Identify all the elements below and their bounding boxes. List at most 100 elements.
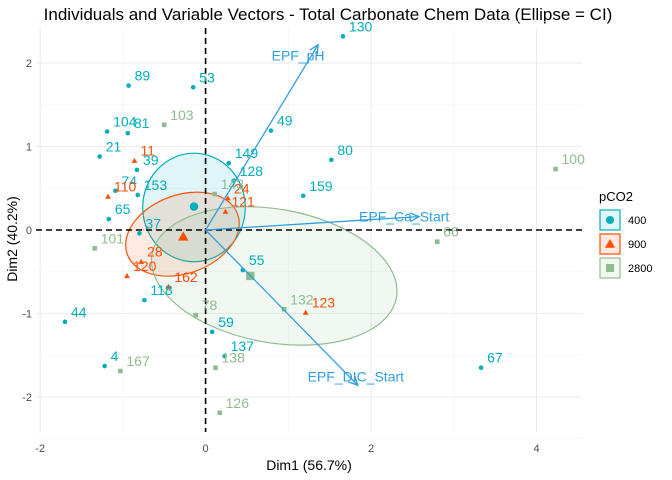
point-label-120: 120 [133,258,157,274]
point-label-11: 11 [140,143,155,159]
ellipse-2800 [150,206,398,346]
point-123 [302,309,309,315]
y-tick-label: -2 [22,392,32,404]
vector-EPF_Ca_Start [205,215,420,231]
point-label-44: 44 [71,304,87,320]
point-103 [161,122,167,128]
point-118 [142,297,147,303]
point-21 [97,154,102,159]
point-100 [553,166,558,172]
legend-label-400: 400 [628,215,646,227]
variable-vectors: EPF_pH EPF_Ca_Start EPF_DIC_Start [205,43,449,387]
point-label-159: 159 [309,178,333,194]
point-label-67: 67 [487,350,503,366]
point-label-39: 39 [143,152,159,168]
x-axis-title: Dim1 (56.7%) [266,457,352,473]
legend-marker-900 [605,239,615,248]
point-label-149: 149 [235,145,259,161]
point-162 [165,283,172,289]
legend-marker-400 [606,216,614,224]
point-167 [118,368,123,374]
legend-marker-2800 [606,264,614,272]
point-78 [193,312,198,318]
point-label-167: 167 [126,353,150,369]
point-label-21: 21 [106,139,122,155]
point-53 [190,84,196,90]
point-104 [104,129,110,134]
point-label-55: 55 [249,252,265,268]
x-tick-label: 4 [533,443,539,455]
y-tick-label: 1 [26,142,32,154]
vector-arrowhead-EPF_Ca_Start [409,212,421,223]
point-label-130: 130 [349,18,373,34]
y-tick-label: 2 [26,58,32,70]
vector-arrowhead-EPF_pH [309,43,319,55]
point-67 [478,365,484,371]
point-label-110: 110 [114,179,137,195]
point-label-80: 80 [337,142,353,158]
point-label-123: 123 [312,295,336,311]
point-24 [225,195,231,201]
point-label-103: 103 [170,107,194,123]
point-110 [105,193,111,199]
point-label-137: 137 [231,338,255,354]
point-label-24: 24 [234,180,250,196]
point-143 [212,191,217,197]
chart-title: Individuals and Variable Vectors - Total… [44,5,613,24]
point-label-138: 138 [222,350,246,366]
point-label-4: 4 [111,348,119,364]
x-tick-label: 0 [203,443,209,455]
point-138 [213,365,218,371]
point-137 [222,353,227,359]
point-label-37: 37 [145,215,161,231]
x-tick-label: 2 [368,443,374,455]
point-126 [217,410,222,416]
point-label-89: 89 [135,68,151,84]
point-44 [62,319,68,325]
point-65 [106,216,112,222]
group-mean-400 [189,202,199,211]
point-label-65: 65 [115,201,131,217]
vector-EPF_pH [205,44,319,231]
point-label-28: 28 [147,244,163,260]
point-label-59: 59 [218,314,234,330]
legend-label-900: 900 [628,239,646,251]
point-4 [102,363,107,369]
point-label-162: 162 [174,269,198,285]
point-label-81: 81 [134,115,150,131]
point-label-143: 143 [221,176,245,192]
point-74 [113,188,118,194]
point-49 [268,128,274,133]
point-28 [138,258,144,264]
point-120 [124,273,130,279]
point-label-118: 118 [150,282,173,298]
point-37 [137,231,142,236]
point-label-100: 100 [562,151,586,167]
point-label-74: 74 [121,173,137,189]
point-label-101: 101 [101,230,125,246]
point-11 [131,157,138,163]
vector-label-EPF_pH: EPF_pH [272,48,325,64]
point-label-66: 66 [443,224,459,240]
point-66 [434,239,440,244]
point-label-78: 78 [202,297,218,313]
point-label-132: 132 [290,291,314,307]
point-159 [300,193,306,199]
legend-title: pCO2 [599,189,633,204]
point-149 [226,160,232,166]
vector-label-EPF_DIC_Start: EPF_DIC_Start [308,368,405,384]
vector-arrowhead-EPF_DIC_Start [348,375,359,387]
legend-label-2800: 2800 [628,263,652,275]
point-121 [222,208,229,214]
vector-EPF_DIC_Start [205,229,359,386]
legend: pCO2 400 900 2800 [599,189,652,279]
point-130 [340,34,346,39]
point-label-104: 104 [113,114,137,130]
point-81 [125,130,131,136]
vector-label-EPF_Ca_Start: EPF_Ca_Start [359,209,449,225]
group-mean-900 [178,231,189,241]
x-tick-label: -2 [35,443,45,455]
point-label-126: 126 [226,395,250,411]
